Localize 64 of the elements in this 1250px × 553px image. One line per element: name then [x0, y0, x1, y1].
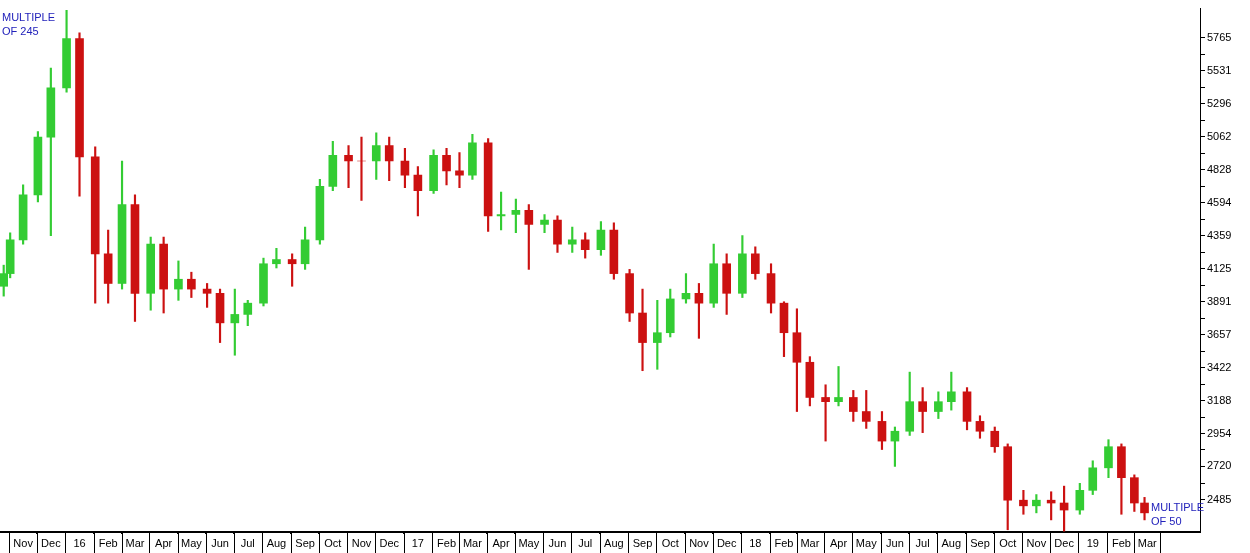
y-tick-label: 3657	[1207, 327, 1232, 340]
x-tick-label: Jul	[578, 536, 593, 549]
y-tick-label: 5296	[1207, 96, 1232, 109]
x-tick-label: 18	[749, 536, 762, 549]
candlestick	[834, 366, 843, 407]
x-tick-label: Jun	[886, 536, 904, 549]
y-tick-label: 5765	[1207, 30, 1232, 43]
x-tick-label: Oct	[661, 536, 679, 549]
y-tick-label: 2485	[1207, 492, 1232, 505]
x-tick-label: Mar	[462, 536, 483, 549]
x-tick-label: Apr	[155, 536, 173, 549]
y-tick-label: 3422	[1207, 360, 1232, 373]
candlestick	[174, 260, 183, 301]
x-tick-label: Dec	[1054, 536, 1075, 549]
candlestick	[540, 214, 549, 234]
x-tick-label: Jul	[240, 536, 255, 549]
x-tick-label: May	[518, 536, 540, 549]
x-tick-label: May	[855, 536, 878, 549]
y-tick-label: 2954	[1207, 426, 1232, 439]
y-tick-label: 5531	[1207, 63, 1232, 76]
annotation: MULTIPLE OF 245	[2, 10, 55, 38]
y-tick-label: 3891	[1207, 294, 1232, 307]
x-tick-label: Aug	[604, 536, 624, 549]
candlestick	[344, 145, 353, 189]
x-tick-label: Mar	[1137, 536, 1158, 549]
y-tick-label: 4594	[1207, 195, 1232, 208]
x-tick-label: 17	[411, 536, 424, 549]
x-tick-label: Aug	[266, 536, 287, 549]
x-tick-label: Apr	[829, 536, 848, 549]
x-tick-label: Jun	[548, 536, 567, 549]
x-tick-label: Jun	[211, 536, 229, 549]
x-tick-label: Sep	[970, 536, 990, 549]
x-tick-label: Sep	[295, 536, 315, 549]
x-tick-label: Nov	[13, 536, 34, 549]
x-tick-label: 19	[1086, 536, 1099, 549]
x-tick-label: Feb	[1111, 536, 1131, 549]
y-tick-label: 2720	[1207, 459, 1232, 472]
y-tick-label: 5062	[1207, 129, 1232, 142]
x-tick-label: 16	[73, 536, 86, 549]
y-tick-label: 4359	[1207, 228, 1232, 241]
x-tick-label: May	[180, 536, 203, 549]
x-tick-label: Dec	[379, 536, 400, 549]
x-tick-label: Dec	[41, 536, 62, 549]
x-tick-label: Dec	[716, 536, 737, 549]
y-tick-label: 4828	[1207, 162, 1232, 175]
candlestick	[272, 247, 281, 269]
x-tick-label: Oct	[324, 536, 342, 549]
y-tick-label: 4125	[1207, 261, 1232, 274]
x-tick-label: Feb	[437, 536, 457, 549]
x-tick-label: Nov	[689, 536, 710, 549]
x-tick-label: Sep	[632, 536, 653, 549]
candlestick	[821, 384, 830, 442]
x-tick-label: Nov	[1026, 536, 1047, 549]
x-tick-label: Jul	[915, 536, 930, 549]
x-tick-label: Nov	[351, 536, 372, 549]
x-tick-label: Apr	[492, 536, 510, 549]
candlestick	[1019, 490, 1028, 515]
x-tick-label: Feb	[774, 536, 794, 549]
y-tick-label: 3188	[1207, 393, 1232, 406]
x-tick-label: Oct	[999, 536, 1017, 549]
x-tick-label: Mar	[125, 536, 145, 549]
x-tick-label: Aug	[941, 536, 962, 549]
x-tick-label: Feb	[98, 536, 118, 549]
x-tick-label: Mar	[800, 536, 820, 549]
